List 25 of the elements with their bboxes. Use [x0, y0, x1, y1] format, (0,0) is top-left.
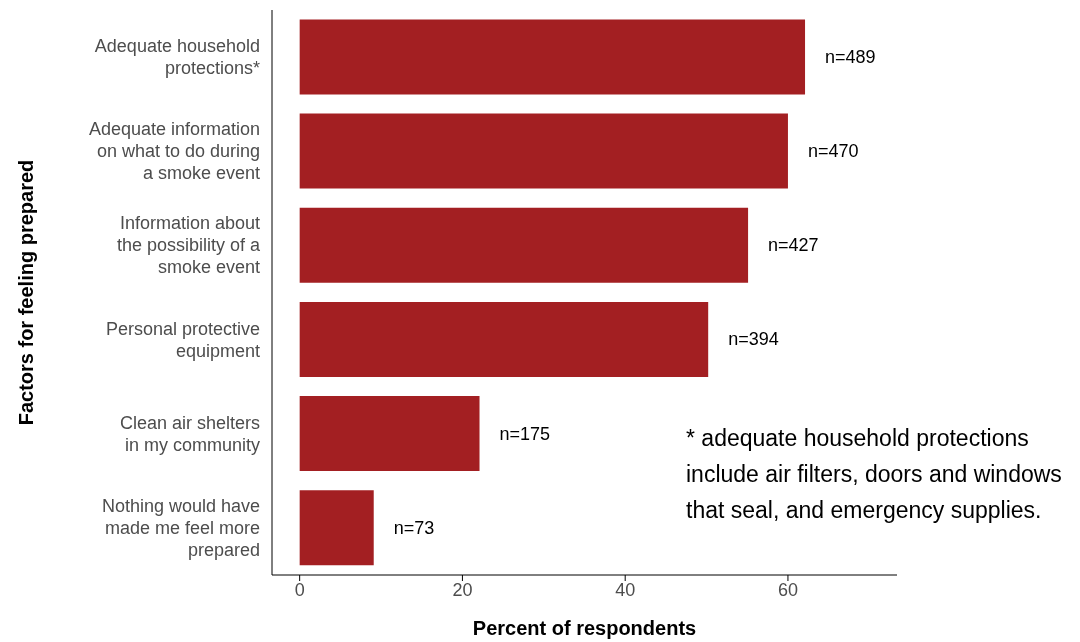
y-tick-label: Personal protective equipment [105, 318, 260, 361]
annotation: n=175 [499, 423, 551, 444]
x-tick-label: 40 [615, 579, 636, 600]
bar [299, 396, 480, 472]
x-tick-label: 20 [452, 579, 473, 600]
x-axis-title: Percent of respondents [472, 617, 697, 639]
y-axis-title: Factors for feeling prepared [15, 159, 38, 426]
bar [299, 490, 374, 566]
bar [299, 19, 806, 95]
y-tick-label: Clean air shelters in my community [119, 412, 260, 455]
y-tick-label: Adequate household protections* [94, 36, 260, 79]
bar [299, 301, 709, 377]
bar [299, 113, 788, 189]
x-tick-label: 60 [777, 579, 798, 600]
x-tick-label: 0 [294, 579, 305, 600]
annotation: n=394 [728, 329, 779, 350]
annotation: n=427 [768, 235, 819, 256]
annotation: n=489 [825, 46, 876, 67]
annotation: n=470 [807, 141, 859, 162]
bar [299, 207, 749, 283]
y-tick-label: Information about the possibility of a smoke event [116, 213, 261, 278]
y-tick-label: Adequate information on what to do during a smoke event [88, 119, 260, 184]
y-tick-label: Nothing would have made me feel more prepared [101, 495, 260, 560]
annotation: n=73 [393, 517, 435, 538]
annotation: * adequate household protections include air filters, doors and windows that seal, and emergency supplies. [686, 424, 1063, 525]
